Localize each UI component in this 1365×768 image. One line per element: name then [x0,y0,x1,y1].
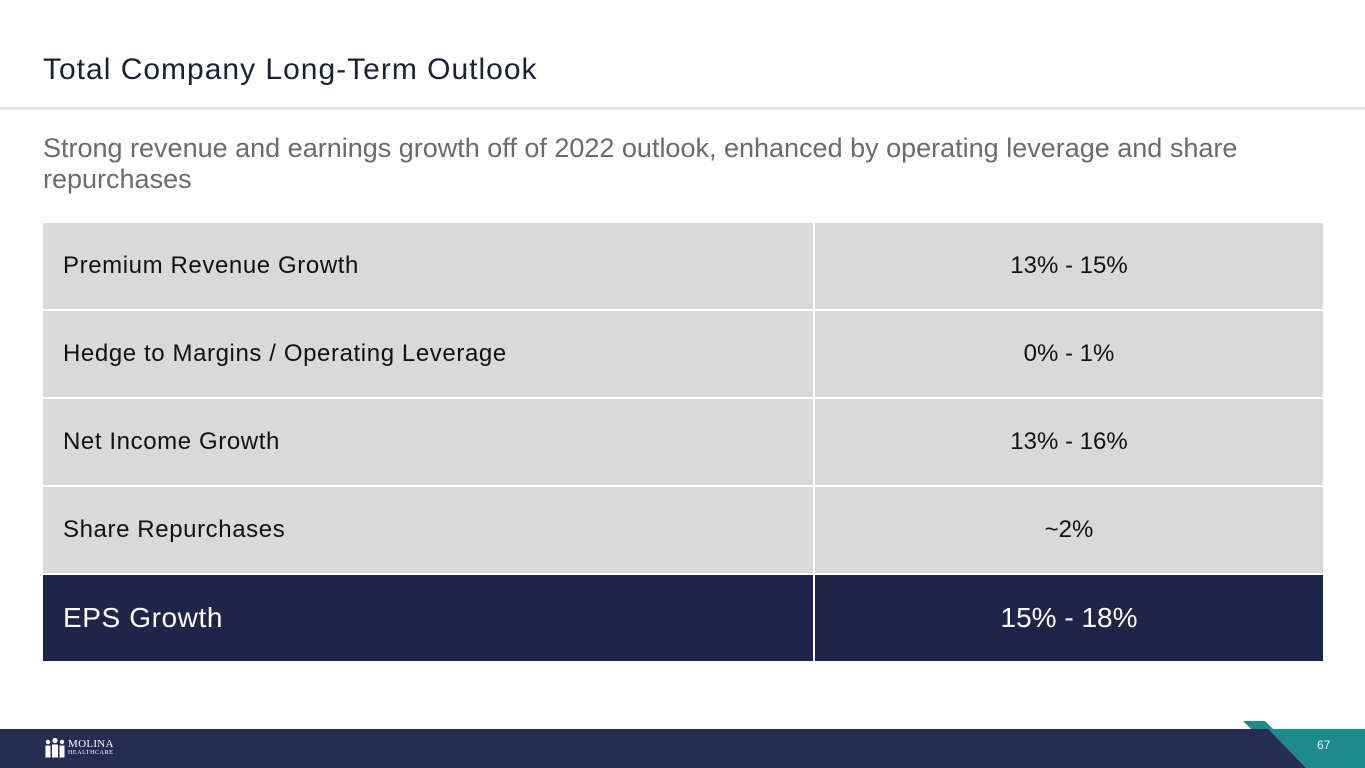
table-row-highlight: EPS Growth 15% - 18% [43,573,1323,661]
footer-accent-top [1243,721,1273,729]
title-divider [0,107,1365,110]
table-row: Hedge to Margins / Operating Leverage 0%… [43,309,1323,399]
footer-bar [0,729,1365,768]
logo-wordmark: MOLINA [68,738,114,750]
row-value: 15% - 18% [813,573,1323,661]
slide-title: Total Company Long-Term Outlook [43,53,538,86]
row-value: ~2% [813,485,1323,575]
people-icon [45,737,65,758]
table-row: Premium Revenue Growth 13% - 15% [43,223,1323,311]
footer-accent-shape [1268,729,1365,768]
slide-subtitle: Strong revenue and earnings growth off o… [43,133,1238,194]
table-row: Share Repurchases ~2% [43,485,1323,575]
row-label: Share Repurchases [43,485,815,575]
row-value: 13% - 15% [813,223,1323,311]
row-label: Net Income Growth [43,397,815,487]
row-label: Premium Revenue Growth [43,223,815,311]
row-label: EPS Growth [43,573,815,661]
page-number: 67 [1317,738,1331,752]
logo-subtext: HEALTHCARE [68,750,114,756]
row-value: 0% - 1% [813,309,1323,399]
row-value: 13% - 16% [813,397,1323,487]
molina-logo: MOLINA HEALTHCARE [44,735,114,761]
row-label: Hedge to Margins / Operating Leverage [43,309,815,399]
outlook-table: Premium Revenue Growth 13% - 15% Hedge t… [43,223,1323,661]
table-row: Net Income Growth 13% - 16% [43,397,1323,487]
